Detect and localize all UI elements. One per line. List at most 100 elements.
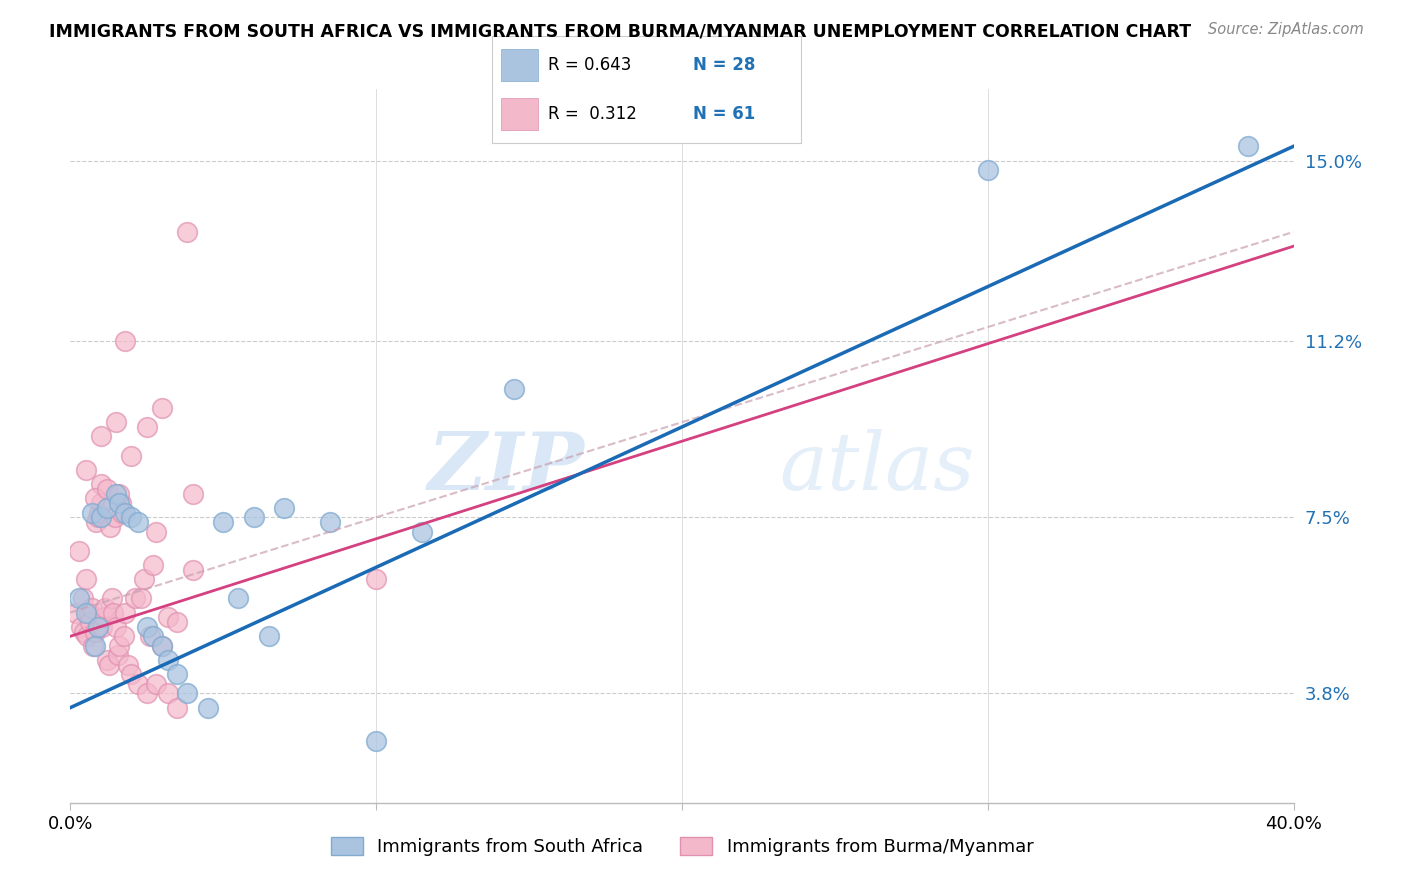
- Point: [91, 620, 114, 634]
- Point: [80, 506, 103, 520]
- Point: [166, 700, 188, 714]
- Point: [108, 486, 131, 500]
- Text: atlas: atlas: [780, 429, 976, 506]
- Point: [96, 653, 118, 667]
- Point: [411, 524, 433, 539]
- Point: [82, 639, 104, 653]
- Point: [366, 572, 388, 586]
- Point: [110, 496, 132, 510]
- Point: [117, 657, 139, 672]
- Point: [212, 515, 235, 529]
- Point: [176, 686, 198, 700]
- Point: [976, 163, 998, 178]
- Point: [73, 624, 96, 639]
- Text: IMMIGRANTS FROM SOUTH AFRICA VS IMMIGRANTS FROM BURMA/MYANMAR UNEMPLOYMENT CORRE: IMMIGRANTS FROM SOUTH AFRICA VS IMMIGRAN…: [49, 22, 1191, 40]
- Point: [135, 420, 157, 434]
- Point: [89, 506, 111, 520]
- Point: [96, 482, 118, 496]
- Point: [366, 734, 388, 748]
- FancyBboxPatch shape: [502, 48, 538, 80]
- Point: [90, 510, 112, 524]
- Point: [129, 591, 152, 606]
- Point: [197, 700, 219, 714]
- Point: [114, 606, 136, 620]
- Point: [83, 639, 105, 653]
- Point: [176, 225, 198, 239]
- Point: [243, 510, 266, 524]
- Point: [77, 606, 100, 620]
- Point: [166, 615, 188, 629]
- Point: [145, 677, 167, 691]
- Point: [105, 486, 128, 500]
- Point: [228, 591, 250, 606]
- Point: [79, 615, 101, 629]
- Point: [101, 606, 124, 620]
- Point: [142, 629, 165, 643]
- Point: [104, 510, 127, 524]
- Point: [87, 510, 110, 524]
- Point: [273, 500, 295, 515]
- Point: [121, 510, 143, 524]
- Text: Source: ZipAtlas.com: Source: ZipAtlas.com: [1208, 22, 1364, 37]
- Point: [90, 477, 112, 491]
- Point: [319, 515, 342, 529]
- Point: [72, 591, 94, 606]
- Point: [84, 515, 107, 529]
- Point: [157, 653, 180, 667]
- Point: [150, 401, 173, 415]
- Point: [157, 610, 180, 624]
- Point: [111, 506, 134, 520]
- Point: [98, 520, 121, 534]
- Point: [75, 463, 97, 477]
- Point: [181, 486, 204, 500]
- Text: N = 28: N = 28: [693, 55, 755, 73]
- Point: [76, 629, 98, 643]
- Point: [75, 606, 97, 620]
- Point: [150, 639, 173, 653]
- Point: [100, 591, 122, 606]
- Point: [1236, 139, 1258, 153]
- Point: [75, 572, 97, 586]
- Point: [142, 558, 165, 572]
- Point: [121, 449, 143, 463]
- Point: [105, 620, 128, 634]
- Point: [114, 506, 136, 520]
- Point: [127, 677, 149, 691]
- Point: [107, 648, 129, 663]
- Point: [80, 600, 103, 615]
- Point: [121, 667, 143, 681]
- Point: [135, 620, 157, 634]
- Point: [124, 591, 146, 606]
- Point: [90, 496, 112, 510]
- Point: [135, 686, 157, 700]
- Point: [83, 491, 105, 506]
- Point: [502, 382, 524, 396]
- Point: [94, 600, 117, 615]
- Point: [108, 496, 131, 510]
- Point: [87, 620, 110, 634]
- Point: [93, 610, 115, 624]
- Legend: Immigrants from South Africa, Immigrants from Burma/Myanmar: Immigrants from South Africa, Immigrants…: [322, 828, 1042, 865]
- Point: [97, 657, 120, 672]
- Point: [145, 524, 167, 539]
- Text: R =  0.312: R = 0.312: [548, 105, 637, 123]
- Point: [257, 629, 280, 643]
- Point: [166, 667, 188, 681]
- Point: [108, 639, 131, 653]
- Point: [132, 572, 155, 586]
- Point: [90, 429, 112, 443]
- Point: [105, 415, 128, 429]
- FancyBboxPatch shape: [502, 98, 538, 130]
- Point: [69, 543, 91, 558]
- Point: [150, 639, 173, 653]
- Point: [112, 629, 135, 643]
- Text: R = 0.643: R = 0.643: [548, 55, 631, 73]
- Point: [127, 515, 149, 529]
- Point: [83, 624, 105, 639]
- Point: [70, 620, 93, 634]
- Text: N = 61: N = 61: [693, 105, 755, 123]
- Point: [181, 563, 204, 577]
- Point: [96, 500, 118, 515]
- Point: [69, 591, 91, 606]
- Point: [139, 629, 162, 643]
